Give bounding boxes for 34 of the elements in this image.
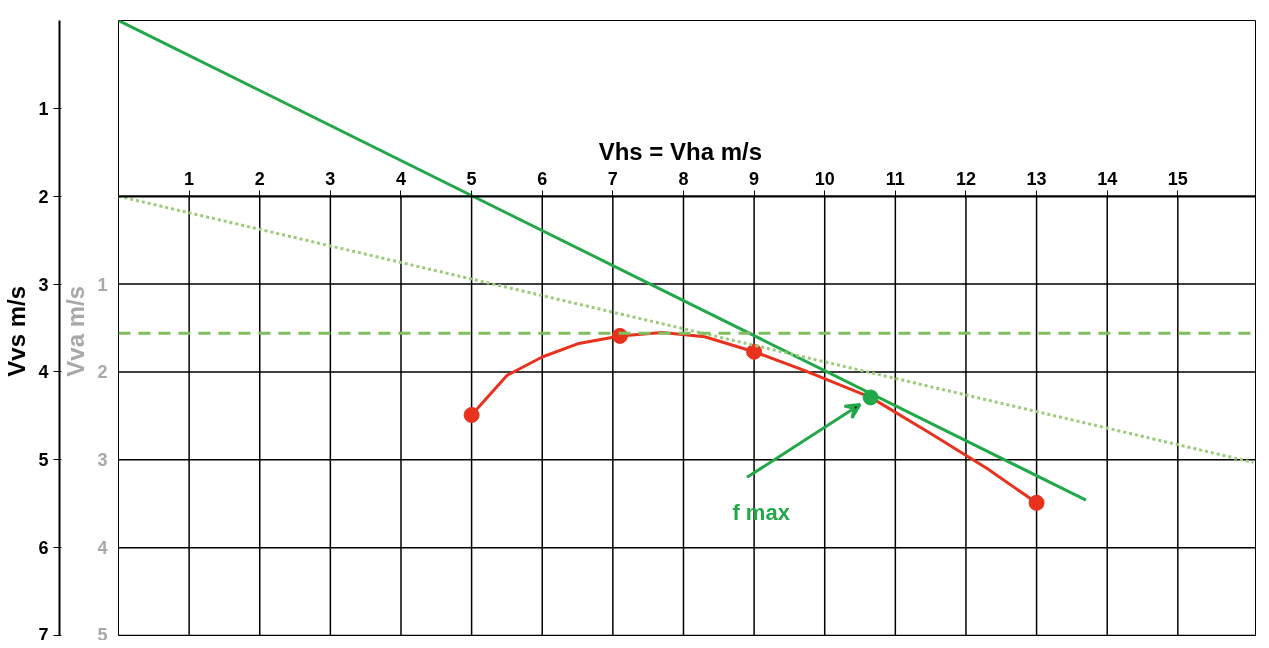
x-tick-label: 8	[678, 169, 689, 190]
x-tick-label: 5	[466, 169, 477, 190]
x-tick-label: 11	[885, 169, 905, 190]
y-tick-label: 5	[38, 450, 49, 471]
x-axis-title: Vhs = Vha m/s	[598, 137, 763, 165]
y2-tick-label: 3	[97, 450, 108, 471]
x-tick-label: 15	[1167, 169, 1188, 190]
x-tick-label: 12	[955, 169, 976, 190]
y2-tick-label: 5	[97, 624, 108, 645]
y-tick-label: 3	[38, 274, 49, 295]
y2-tick-label: 2	[97, 362, 108, 383]
x-tick-label: 2	[254, 169, 265, 190]
x-tick-label: 13	[1026, 169, 1047, 190]
y-tick-label: 1	[38, 98, 49, 119]
y2-axis-title: Vva m/s	[62, 285, 90, 377]
y-tick-label: 2	[38, 186, 49, 207]
x-tick-label: 9	[749, 169, 760, 190]
y-axis-title: Vvs m/s	[3, 285, 31, 377]
y-tick-label: 7	[38, 624, 49, 645]
x-tick-label: 7	[607, 169, 618, 190]
x-tick-label: 1	[184, 169, 195, 190]
point	[862, 389, 879, 406]
y2-tick-label: 4	[97, 538, 108, 559]
y-tick-label: 6	[38, 538, 49, 559]
x-tick-label: 6	[537, 169, 548, 190]
point	[746, 343, 763, 360]
point	[1028, 494, 1045, 511]
x-tick-label: 14	[1097, 169, 1118, 190]
x-tick-label: 4	[395, 169, 406, 190]
x-tick-label: 10	[814, 169, 835, 190]
y2-tick-label: 1	[97, 274, 108, 295]
x-tick-label: 3	[325, 169, 336, 190]
point	[463, 406, 480, 423]
y-tick-label: 4	[38, 362, 49, 383]
